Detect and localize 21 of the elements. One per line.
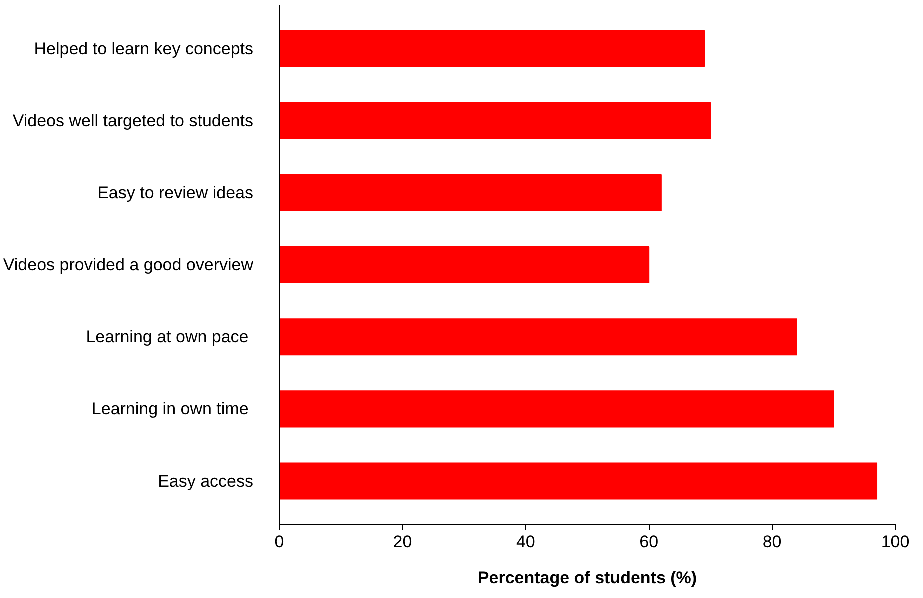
y-tick-label: Learning at own pace [86,328,249,347]
x-tick-label: 100 [881,532,910,552]
x-tick-label: 80 [762,532,782,552]
x-tick-label: 60 [640,532,659,552]
y-tick-label: Helped to learn key concepts [34,39,254,58]
bar [280,246,650,284]
bar [280,102,712,140]
bar [280,30,706,68]
bar [280,174,662,212]
bar [280,318,798,356]
y-tick-label: Easy to review ideas [98,183,254,202]
y-tick-label: Videos provided a good overview [3,256,254,274]
y-tick-label: Videos well targeted to students [12,111,254,130]
y-tick-label: Learning in own time [92,400,249,419]
bar [280,462,878,500]
x-tick-label: 20 [393,532,412,552]
bar [280,390,834,428]
x-tick-label: 0 [274,532,284,552]
x-axis-title: Percentage of students (%) [478,568,698,588]
y-tick-label: Easy access [158,472,254,491]
x-tick-label: 40 [516,532,536,552]
